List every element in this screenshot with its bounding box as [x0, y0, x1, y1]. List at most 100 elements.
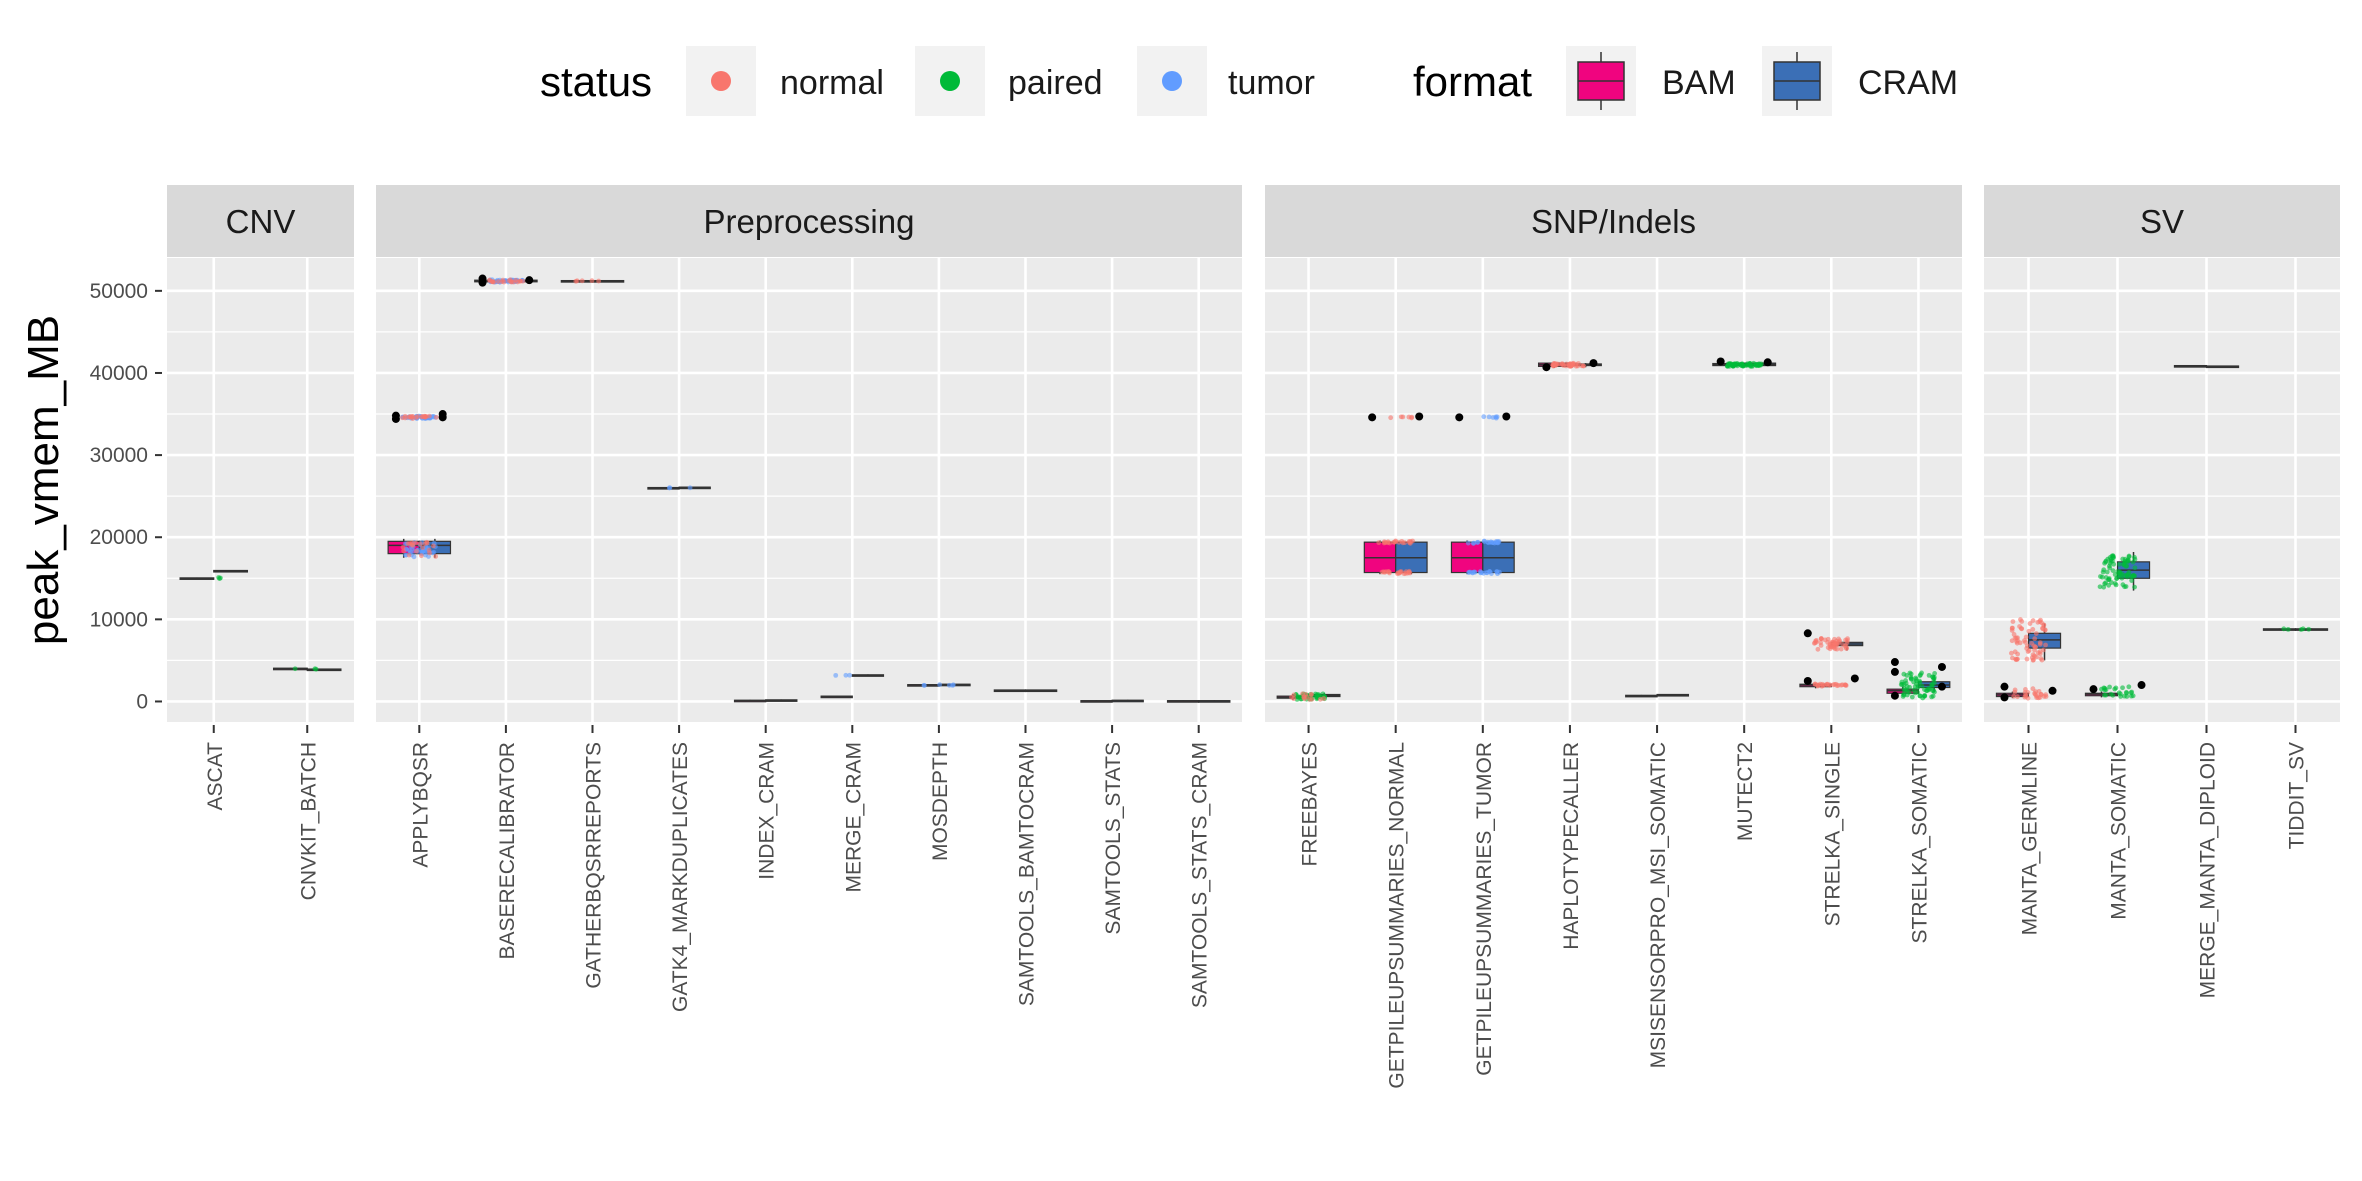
data-point-normal [2038, 691, 2044, 697]
data-point-paired [1917, 678, 1922, 684]
data-point-paired [2106, 577, 2112, 582]
data-point-normal [2030, 618, 2036, 623]
data-point-normal [1579, 363, 1585, 369]
data-point-normal [417, 541, 423, 547]
data-point-normal [408, 414, 414, 420]
data-point-normal [495, 279, 501, 284]
data-point-tumor [950, 682, 956, 688]
data-point-normal [2037, 640, 2043, 646]
data-point-normal [515, 279, 521, 285]
data-point-normal [2022, 638, 2027, 643]
data-point-normal [1560, 362, 1566, 367]
category-group: APPLYBQSR [387, 410, 452, 868]
data-point-normal [2042, 627, 2048, 633]
x-tick-label: MSISENSORPRO_MSI_SOMATIC [1647, 742, 1670, 1068]
category-group: GETPILEUPSUMMARIES_TUMOR [1450, 412, 1515, 1076]
data-point-normal [1309, 691, 1314, 697]
outlier-point [1502, 412, 1511, 421]
data-point-normal [2010, 619, 2016, 624]
data-point-normal [2008, 650, 2014, 656]
data-point-normal [424, 540, 430, 546]
data-point-paired [1725, 363, 1730, 369]
data-point-normal [2024, 646, 2030, 651]
data-point-normal [2011, 632, 2017, 637]
data-point-paired [2132, 554, 2137, 560]
data-point-normal [2019, 619, 2025, 624]
x-tick-label: GATK4_MARKDUPLICATES [669, 742, 692, 1012]
category-group: INDEX_CRAM [733, 699, 798, 880]
data-point-normal [1385, 569, 1391, 574]
data-point-normal [1400, 414, 1406, 420]
category-group: STRELKA_SINGLE [1799, 629, 1864, 926]
data-point-paired [2107, 565, 2113, 571]
category-group: TIDDIT_SV [2262, 626, 2329, 849]
x-tick-label: GETPILEUPSUMMARIES_TUMOR [1473, 742, 1496, 1076]
facet-strip [167, 185, 354, 257]
category-group: SAMTOOLS_BAMTOCRAM [993, 689, 1058, 1006]
x-tick-label: FREEBAYES [1299, 742, 1322, 866]
data-point-paired [1732, 361, 1738, 367]
data-point-tumor [667, 485, 673, 491]
legend: status normal paired tumor format BAM CR… [540, 46, 1958, 116]
data-point-paired [2119, 571, 2125, 577]
data-point-normal [1379, 569, 1385, 575]
x-tick-label: STRELKA_SINGLE [1821, 742, 1844, 926]
data-point-normal [1832, 640, 1837, 646]
data-point-normal [1843, 643, 1849, 649]
data-point-paired [1931, 677, 1937, 683]
y-tick-label: 10000 [90, 608, 148, 631]
legend-label-bam: BAM [1662, 64, 1736, 102]
category-group: MERGE_MANTA_DIPLOID [2173, 364, 2240, 998]
data-point-tumor [1487, 569, 1492, 575]
data-point-paired [1919, 683, 1925, 689]
category-group: BASERECALIBRATOR [474, 274, 538, 959]
outlier-point [391, 411, 400, 420]
outlier-point [1890, 658, 1899, 667]
x-tick-label: ASCAT [204, 742, 227, 811]
data-point-normal [422, 413, 428, 419]
data-point-normal [573, 278, 579, 284]
data-point-paired [1758, 361, 1764, 367]
facet-strip-label: Preprocessing [704, 203, 915, 240]
legend-dot-tumor [1162, 71, 1182, 91]
outlier-point [478, 274, 487, 283]
data-point-paired [1296, 694, 1301, 700]
y-axis: 0 10000 20000 30000 40000 50000 [90, 280, 162, 713]
data-point-normal [2043, 694, 2049, 699]
facets: CNV ASCAT CNVKIT_BATCH Preprocessing APPLYBQ… [167, 185, 2340, 1089]
data-point-paired [1908, 676, 1914, 682]
data-point-normal [2033, 631, 2039, 636]
data-point-normal [1409, 414, 1415, 420]
data-point-normal [2032, 653, 2037, 659]
data-point-paired [217, 575, 223, 581]
data-point-normal [2024, 656, 2030, 662]
legend-label-normal: normal [780, 64, 884, 102]
data-point-paired [2126, 553, 2132, 559]
outlier-point [1937, 662, 1946, 671]
data-point-normal [2030, 627, 2036, 632]
data-point-normal [2025, 690, 2031, 695]
data-point-paired [2123, 563, 2129, 569]
data-point-normal [2025, 695, 2031, 701]
data-point-paired [2108, 691, 2114, 697]
data-point-paired [1901, 671, 1907, 677]
data-point-normal [2013, 656, 2019, 662]
data-point-normal [1843, 637, 1848, 643]
panel-background [167, 258, 354, 722]
category-group: MUTECT2 [1712, 357, 1777, 841]
data-point-tumor [921, 682, 927, 688]
data-point-paired [2112, 686, 2118, 692]
x-tick-label: MERGE_CRAM [842, 742, 865, 893]
data-point-normal [433, 414, 439, 420]
outlier-point [2137, 681, 2146, 690]
data-point-tumor [946, 682, 952, 688]
data-point-paired [1747, 362, 1753, 367]
data-point-paired [2298, 627, 2304, 632]
data-point-tumor [1496, 539, 1502, 545]
category-group: MANTA_SOMATIC [2084, 552, 2151, 920]
category-group: GATK4_MARKDUPLICATES [647, 485, 711, 1012]
data-point-normal [1818, 643, 1824, 648]
data-point-paired [2120, 582, 2126, 588]
y-tick-label: 0 [136, 690, 148, 713]
data-point-normal [579, 278, 585, 284]
